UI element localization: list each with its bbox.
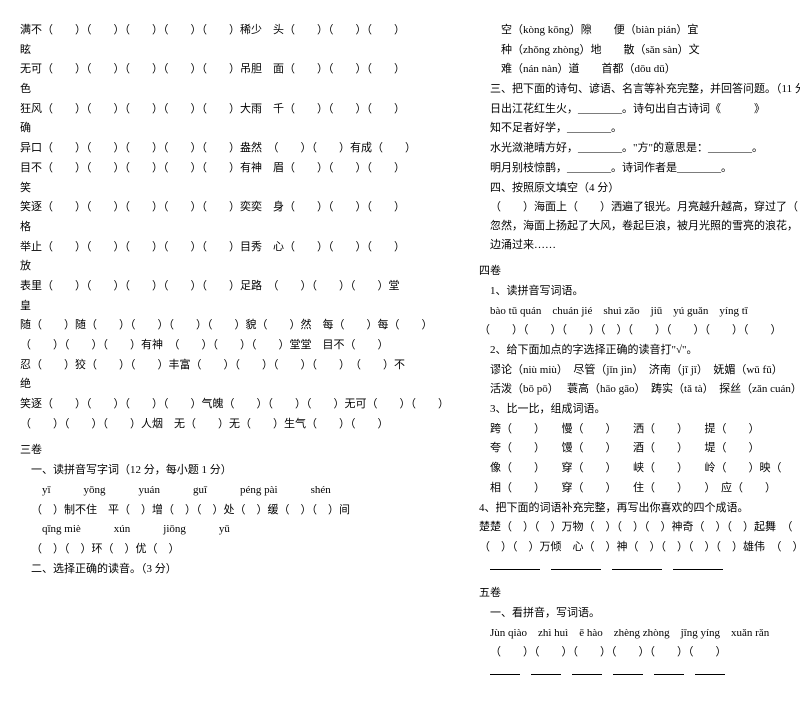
text-line: 空（kòng kōng）隙 便（biàn pián）宜 xyxy=(479,21,800,40)
text-line: 目不（ ）（ ）（ ）（ ）（ ）有神 眉（ ）（ ）（ ） xyxy=(20,159,449,178)
section-three-title: 三卷 xyxy=(20,441,449,460)
text-line: 水光潋滟晴方好，________。"方"的意思是：________。 xyxy=(479,139,800,158)
text-line: 笑逐（ ）（ ）（ ）（ ）气魄（ ）（ ）（ ）无可（ ）（ ） xyxy=(20,395,449,414)
right-column: 空（kòng kōng）隙 便（biàn pián）宜种（zhǒng zhòng… xyxy=(479,20,800,683)
text-line: 笑 xyxy=(20,179,449,198)
text-line: 随（ ）随（ ）（ ）（ ）（ ）貌（ ）然 每（ ）每（ ） xyxy=(20,316,449,335)
section-five-title: 五卷 xyxy=(479,584,800,603)
text-line: 跨（ ） 慢（ ） 洒（ ） 提（ ） xyxy=(479,420,800,439)
text-line: 相（ ） 穿（ ） 住（ ） ） 应（ ） xyxy=(479,479,800,498)
text-line: 确 xyxy=(20,119,449,138)
q4-1: 1、读拼音写词语。 xyxy=(479,282,800,301)
text-line: 色 xyxy=(20,80,449,99)
q4-3: 3、比一比，组成词语。 xyxy=(479,400,800,419)
text-line: 皇 xyxy=(20,297,449,316)
q5-1: 一、看拼音，写词语。 xyxy=(479,604,800,623)
text-line: 表里（ ）（ ）（ ）（ ）（ ）足路 （ ）（ ）（ ）堂 xyxy=(20,277,449,296)
pinyin-line-2: （ ）（ ）环（ ）优（ ） xyxy=(20,540,449,559)
text-line: 忍（ ）狡（ ）（ ）丰富（ ）（ ）（ ）（ ） （ ）不 xyxy=(20,356,449,375)
text-line: 满不（ ）（ ）（ ）（ ）（ ）稀少 头（ ）（ ）（ ） xyxy=(20,21,449,40)
q1-header: 一、读拼音写字词（12 分，每小题 1 分） xyxy=(20,461,449,480)
pinyin-row-2: qīng miè xún jiōng yū xyxy=(20,520,449,539)
text-line: 知不足者好学，________。 xyxy=(479,119,800,138)
q4-body: （ ）海面上（ ）洒遍了银光。月亮越升越高，穿过了（ ）微云。忽然，海面上扬起了… xyxy=(479,198,800,254)
q3-header: 三、把下面的诗句、谚语、名言等补充完整，并回答问题。（11 分） xyxy=(479,80,800,99)
text-line: 种（zhǒng zhòng）地 散（sǎn sàn）文 xyxy=(479,41,800,60)
text-line: 像（ ） 穿（ ） 峡（ ） 岭（ ）映（ xyxy=(479,459,800,478)
q5-parens: （ ）（ ）（ ）（ ）（ ）（ ） xyxy=(479,643,800,662)
q4-2: 2、给下面加点的字选择正确的读音打"√"。 xyxy=(479,341,800,360)
text-line: 举止（ ）（ ）（ ）（ ）（ ）目秀 心（ ）（ ）（ ） xyxy=(20,238,449,257)
pinyin-line-1: （ ）制不住 平（ ）增（ ）（ ）处（ ）缓（ ）（ ）间 xyxy=(20,501,449,520)
text-line: 楚楚（ ）（ ）万物（ ）（ ）（ ）神奇（ ）（ ）起舞 （ ）（ ）盘旋 xyxy=(479,518,800,537)
q4-4: 4、把下面的词语补充完整，再写出你喜欢的四个成语。 xyxy=(479,499,800,518)
blanks-row xyxy=(479,558,800,577)
text-line: 狂风（ ）（ ）（ ）（ ）（ ）大雨 千（ ）（ ）（ ） xyxy=(20,100,449,119)
text-line: 格 xyxy=(20,218,449,237)
text-line: 笑逐（ ）（ ）（ ）（ ）（ ）奕奕 身（ ）（ ）（ ） xyxy=(20,198,449,217)
text-line: 活泼（bō pō） 蓑高（hāo gāo） 踌实（tǎ tà） 探丝（zǎn c… xyxy=(479,380,800,399)
q4-header: 四、按照原文填空（4 分） xyxy=(479,179,800,198)
pinyin-row-1: yī yōng yuán guī péng pài shén xyxy=(20,481,449,500)
q5-blanks xyxy=(479,663,800,682)
text-line: 眩 xyxy=(20,41,449,60)
text-line: 难（nán nàn）道 首都（dōu dū） xyxy=(479,60,800,79)
text-line: （ ）（ ）（ ）人烟 无（ ）无（ ）生气（ ）（ ） xyxy=(20,415,449,434)
text-line: 谬论（niù miù） 尽管（jǐn jìn） 济南（jī jǐ） 妩媚（wǔ … xyxy=(479,361,800,380)
section-four-title: 四卷 xyxy=(479,262,800,281)
q2-header: 二、选择正确的读音。（3 分） xyxy=(20,560,449,579)
left-column: 满不（ ）（ ）（ ）（ ）（ ）稀少 头（ ）（ ）（ ）眩无可（ ）（ ）（… xyxy=(20,20,449,683)
text-line: 异口（ ）（ ）（ ）（ ）（ ）盎然 （ ）（ ）有成（ ） xyxy=(20,139,449,158)
text-line: （ ）（ ）万倾 心（ ）神（ ）（ ）（ ）（ ）雄伟 （ ）（ ）不拔 xyxy=(479,538,800,557)
text-line: 明月别枝惊鹊，________。诗词作者是________。 xyxy=(479,159,800,178)
paren-row: （ ）（ ）（ ）（ ）（ ）（ ）（ ）（ ） xyxy=(479,321,800,340)
pinyin-row-5: Jùn qiào zhì huì ē hào zhèng zhòng jīng … xyxy=(479,624,800,643)
pinyin-row-4: bào tū quán chuán jié shuì zǎo jiū yú gu… xyxy=(479,302,800,321)
text-line: 日出江花红生火，________。诗句出自古诗词《 》 xyxy=(479,100,800,119)
text-line: 放 xyxy=(20,257,449,276)
text-line: 夸（ ） 馒（ ） 酒（ ） 堤（ ） xyxy=(479,439,800,458)
text-line: （ ）（ ）（ ）有神 （ ）（ ）（ ）堂堂 目不（ ） xyxy=(20,336,449,355)
text-line: 绝 xyxy=(20,375,449,394)
text-line: 无可（ ）（ ）（ ）（ ）（ ）吊胆 面（ ）（ ）（ ） xyxy=(20,60,449,79)
